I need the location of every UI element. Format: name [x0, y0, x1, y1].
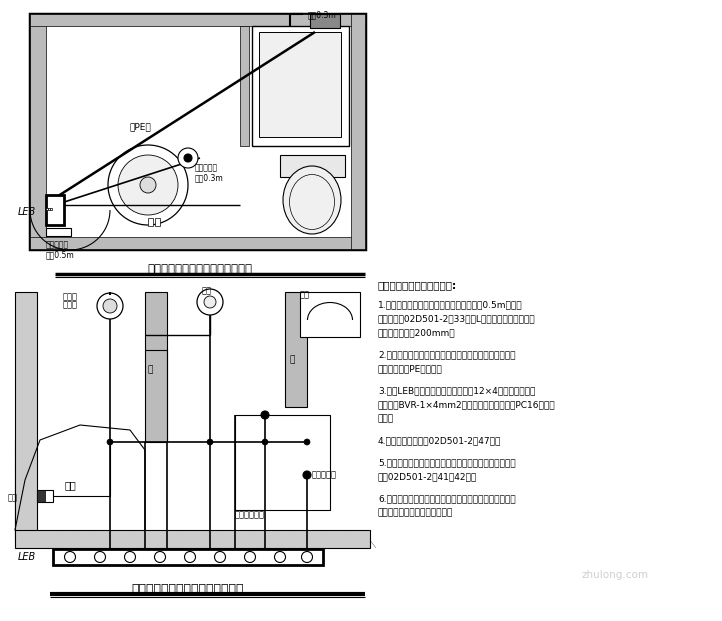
Bar	[155, 218, 160, 226]
Text: 距坘0.3m: 距坘0.3m	[195, 173, 224, 182]
Bar	[252, 26, 349, 146]
Circle shape	[155, 551, 165, 563]
Text: zhulong.com: zhulong.com	[581, 570, 648, 580]
Bar	[148, 218, 153, 226]
Bar	[15, 530, 370, 548]
Text: 淋浴器: 淋浴器	[63, 292, 78, 301]
Circle shape	[261, 411, 269, 419]
Circle shape	[140, 177, 156, 193]
Bar	[285, 292, 307, 407]
Circle shape	[302, 551, 313, 563]
Text: 4.预埋件做法详图集02D501-2第47页。: 4.预埋件做法详图集02D501-2第47页。	[378, 436, 501, 445]
Bar	[46, 208, 48, 210]
Text: 2.卫生间等电位端子箱须与墙上预埋件、金属浴盆、金属: 2.卫生间等电位端子箱须与墙上预埋件、金属浴盆、金属	[378, 350, 516, 359]
Bar	[310, 14, 340, 28]
Bar	[300, 292, 360, 337]
Text: LEB: LEB	[18, 552, 36, 562]
Text: 给排水管以及PE线连接。: 给排水管以及PE线连接。	[378, 364, 443, 373]
Text: 5.等电位连接线与浴盆、下水管等卫生设备的连接做法详: 5.等电位连接线与浴盆、下水管等卫生设备的连接做法详	[378, 458, 516, 467]
Bar	[30, 14, 365, 26]
Text: 灯具: 灯具	[202, 286, 212, 295]
Text: 3.图中LEB端子板配线至预埋件采用12×4的镀锌扁钢，其: 3.图中LEB端子板配线至预埋件采用12×4的镀锌扁钢，其	[378, 386, 536, 395]
Text: 浴盆: 浴盆	[64, 480, 76, 490]
Text: 做法见图集02D501-2第33页；L（长度）由施工单位确: 做法见图集02D501-2第33页；L（长度）由施工单位确	[378, 314, 536, 323]
Bar	[50, 208, 52, 210]
Bar	[259, 32, 341, 137]
Bar	[240, 26, 249, 146]
Circle shape	[204, 296, 216, 308]
Circle shape	[185, 551, 196, 563]
Circle shape	[97, 293, 123, 319]
Text: 盥洗: 盥洗	[300, 290, 310, 299]
Bar	[37, 490, 45, 502]
Text: 定，但不应小于200mm。: 定，但不应小于200mm。	[378, 328, 456, 337]
Bar	[48, 208, 50, 210]
Circle shape	[245, 551, 256, 563]
Circle shape	[103, 299, 117, 313]
Circle shape	[184, 154, 192, 162]
Text: 至PE线: 至PE线	[130, 122, 152, 131]
Text: 距坘0.3m: 距坘0.3m	[308, 10, 336, 19]
Ellipse shape	[283, 166, 341, 234]
Bar	[37, 490, 53, 502]
Text: 6.卫生间内的各种金属构件若定于二次装修施工，则除去: 6.卫生间内的各种金属构件若定于二次装修施工，则除去	[378, 494, 516, 503]
Text: 距坘0.5m: 距坘0.5m	[46, 250, 75, 259]
Text: 暗敷。: 暗敷。	[378, 414, 394, 423]
Circle shape	[124, 551, 136, 563]
Circle shape	[108, 145, 188, 225]
Bar	[30, 14, 365, 249]
Bar	[351, 14, 365, 249]
Bar	[280, 155, 345, 177]
Text: 灯具及插座外，其余仅作预留。: 灯具及插座外，其余仅作预留。	[378, 508, 453, 517]
Circle shape	[107, 439, 113, 445]
Text: 卫生间钓筋网: 卫生间钓筋网	[235, 510, 265, 519]
Text: 墙上预埋件: 墙上预埋件	[46, 240, 69, 249]
Bar	[53, 549, 323, 565]
Text: 墙: 墙	[290, 355, 295, 364]
Bar	[30, 14, 46, 249]
Circle shape	[303, 471, 311, 479]
Text: 插座: 插座	[8, 494, 18, 502]
Text: 熶水器: 熶水器	[63, 300, 78, 309]
Circle shape	[178, 148, 198, 168]
Text: 余均采用BVR-1×4mm2铜线在装修内或墙内穿PC16塑料管: 余均采用BVR-1×4mm2铜线在装修内或墙内穿PC16塑料管	[378, 400, 556, 409]
Bar	[15, 292, 37, 540]
Text: 卫生间局部等电位连接系统原理图: 卫生间局部等电位连接系统原理图	[131, 583, 244, 596]
Text: 墙上预埋件: 墙上预埋件	[312, 471, 337, 479]
Text: 暗埋接线盒: 暗埋接线盒	[195, 163, 218, 172]
Circle shape	[95, 551, 105, 563]
Bar	[235, 415, 330, 510]
Circle shape	[118, 155, 178, 215]
Text: 卫生间局部等电位连接说明:: 卫生间局部等电位连接说明:	[378, 280, 457, 290]
Bar	[46, 228, 71, 236]
Text: 图集02D501-2第41、42页。: 图集02D501-2第41、42页。	[378, 472, 477, 481]
Circle shape	[207, 439, 213, 445]
Circle shape	[262, 439, 268, 445]
Bar	[46, 195, 64, 225]
Circle shape	[274, 551, 285, 563]
Bar	[145, 292, 167, 442]
Circle shape	[304, 439, 310, 445]
Circle shape	[64, 551, 76, 563]
Text: 卫生间局部等电位连接平面示意图: 卫生间局部等电位连接平面示意图	[147, 263, 253, 276]
Circle shape	[197, 289, 223, 315]
Bar	[30, 237, 365, 249]
Text: 1.卫生间等电位端子箱位置详见平面，距地0.5m，具体: 1.卫生间等电位端子箱位置详见平面，距地0.5m，具体	[378, 300, 523, 309]
Text: 墙: 墙	[147, 365, 152, 374]
Text: LEB: LEB	[18, 207, 36, 217]
Circle shape	[214, 551, 225, 563]
